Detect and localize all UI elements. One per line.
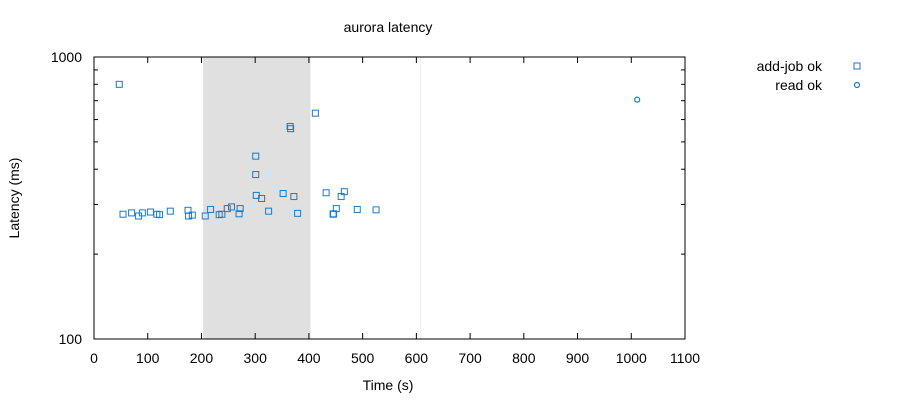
data-point xyxy=(138,209,146,217)
series-add-job-ok xyxy=(115,80,380,220)
plot-area: 0 100 200 300 400 500 600 700 800 900 1000 1100 100 1… xyxy=(51,49,700,366)
data-point xyxy=(634,96,641,103)
data-point xyxy=(332,205,340,213)
legend-label: add-job ok xyxy=(757,58,823,74)
data-point xyxy=(372,206,380,214)
chart-title: aurora latency xyxy=(344,19,433,35)
data-point xyxy=(201,212,209,220)
x-tick-label: 900 xyxy=(566,350,590,366)
data-point xyxy=(287,125,295,133)
legend-label: read ok xyxy=(775,77,823,93)
legend: add-job ok read ok xyxy=(757,58,861,93)
data-point xyxy=(340,188,348,196)
series-read-ok xyxy=(634,96,641,103)
data-point xyxy=(265,207,273,215)
x-tick-label: 200 xyxy=(190,350,214,366)
data-point xyxy=(185,212,193,220)
legend-marker xyxy=(853,62,861,70)
data-point xyxy=(156,211,164,219)
data-point xyxy=(223,205,231,213)
y-tick-label: 1000 xyxy=(51,49,82,65)
data-point xyxy=(294,209,302,217)
x-tick-label: 100 xyxy=(136,350,160,366)
data-point xyxy=(252,152,260,160)
data-point xyxy=(290,193,298,201)
x-tick-label: 0 xyxy=(90,350,98,366)
x-tick-label: 600 xyxy=(405,350,429,366)
data-point xyxy=(252,171,260,179)
data-point xyxy=(218,210,226,218)
data-point xyxy=(353,205,361,213)
plot-frame xyxy=(93,56,686,340)
data-point xyxy=(311,109,319,117)
data-point xyxy=(279,190,287,198)
data-point xyxy=(258,194,266,202)
y-axis-label: Latency (ms) xyxy=(6,158,22,239)
x-tick-label: 1000 xyxy=(616,350,647,366)
legend-marker xyxy=(853,81,861,89)
y-tick-label: 100 xyxy=(59,331,83,347)
data-point xyxy=(115,80,123,88)
x-tick-label: 700 xyxy=(458,350,482,366)
data-point xyxy=(166,207,174,215)
data-point xyxy=(207,205,215,213)
x-axis-label: Time (s) xyxy=(363,377,414,393)
data-point xyxy=(235,210,243,218)
data-point xyxy=(322,189,330,197)
x-tick-label: 800 xyxy=(512,350,536,366)
x-tick-label: 1100 xyxy=(670,350,700,366)
data-point xyxy=(119,210,127,218)
data-point xyxy=(286,122,294,130)
data-point xyxy=(128,209,136,217)
data-point xyxy=(236,205,244,213)
data-point xyxy=(188,211,196,219)
x-tick-label: 400 xyxy=(297,350,321,366)
data-point xyxy=(146,208,154,216)
data-point xyxy=(228,203,236,211)
x-tick-label: 500 xyxy=(351,350,375,366)
x-tick-label: 300 xyxy=(244,350,268,366)
